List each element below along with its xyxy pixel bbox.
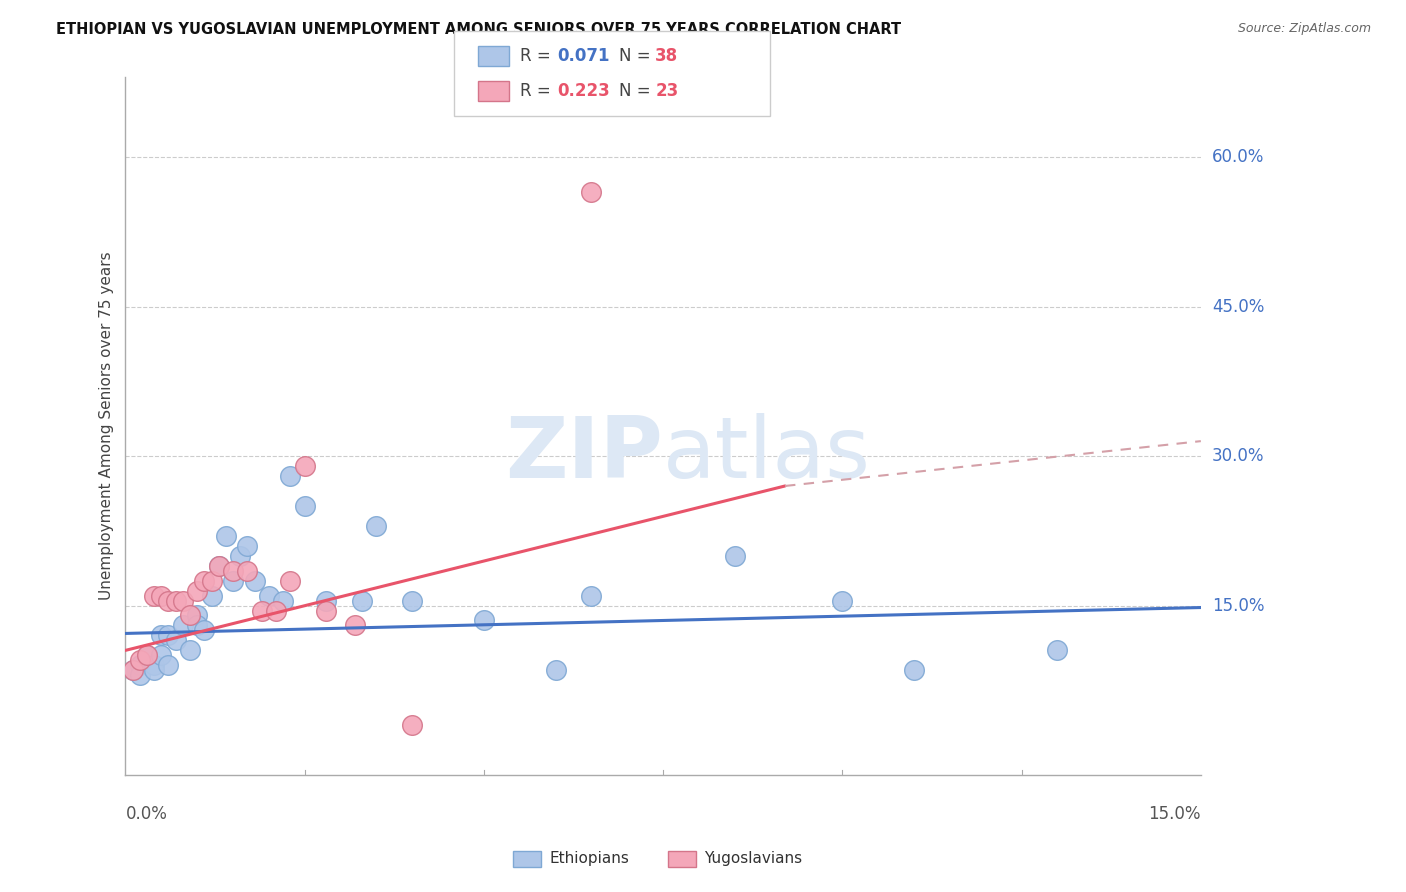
- Text: ZIP: ZIP: [505, 413, 664, 496]
- Text: atlas: atlas: [664, 413, 872, 496]
- Point: [150, 628, 173, 642]
- Point: [343, 618, 366, 632]
- Text: 60.0%: 60.0%: [1212, 148, 1264, 166]
- Point: [150, 589, 173, 603]
- Point: [222, 564, 245, 578]
- Point: [121, 663, 143, 677]
- Point: [222, 574, 245, 588]
- Point: [366, 518, 388, 533]
- Text: 45.0%: 45.0%: [1212, 298, 1264, 316]
- Point: [150, 648, 173, 663]
- Point: [143, 663, 166, 677]
- Point: [165, 593, 187, 607]
- Point: [121, 663, 143, 677]
- Text: Ethiopians: Ethiopians: [550, 852, 630, 866]
- Point: [208, 558, 231, 573]
- Y-axis label: Unemployment Among Seniors over 75 years: Unemployment Among Seniors over 75 years: [100, 252, 114, 600]
- Point: [280, 469, 302, 483]
- Point: [172, 593, 194, 607]
- Point: [157, 628, 180, 642]
- Text: Source: ZipAtlas.com: Source: ZipAtlas.com: [1237, 22, 1371, 36]
- Point: [193, 624, 215, 638]
- Point: [128, 668, 150, 682]
- Point: [315, 593, 337, 607]
- Point: [208, 558, 231, 573]
- Point: [200, 574, 222, 588]
- Point: [903, 663, 925, 677]
- Point: [186, 583, 208, 598]
- Text: 38: 38: [655, 47, 678, 65]
- Point: [352, 593, 374, 607]
- Point: [179, 608, 201, 623]
- Point: [401, 593, 423, 607]
- Point: [831, 593, 853, 607]
- Point: [172, 618, 194, 632]
- Text: N =: N =: [619, 82, 655, 100]
- Point: [724, 549, 747, 563]
- Point: [236, 539, 259, 553]
- Point: [271, 593, 294, 607]
- Point: [186, 618, 208, 632]
- Text: ETHIOPIAN VS YUGOSLAVIAN UNEMPLOYMENT AMONG SENIORS OVER 75 YEARS CORRELATION CH: ETHIOPIAN VS YUGOSLAVIAN UNEMPLOYMENT AM…: [56, 22, 901, 37]
- Text: 15.0%: 15.0%: [1212, 597, 1264, 615]
- Text: 0.0%: 0.0%: [125, 805, 167, 823]
- Point: [200, 589, 222, 603]
- Point: [165, 633, 187, 648]
- Point: [294, 499, 316, 513]
- Point: [581, 185, 603, 199]
- Text: Yugoslavians: Yugoslavians: [704, 852, 803, 866]
- Point: [264, 603, 287, 617]
- Point: [280, 574, 302, 588]
- Point: [243, 574, 266, 588]
- Text: N =: N =: [619, 47, 655, 65]
- Point: [401, 718, 423, 732]
- Point: [472, 614, 495, 628]
- Text: 23: 23: [655, 82, 679, 100]
- Point: [250, 603, 273, 617]
- Point: [157, 658, 180, 673]
- Point: [581, 589, 603, 603]
- Text: 15.0%: 15.0%: [1149, 805, 1201, 823]
- Text: 30.0%: 30.0%: [1212, 447, 1264, 465]
- Text: R =: R =: [520, 47, 557, 65]
- Point: [136, 648, 159, 663]
- Point: [236, 564, 259, 578]
- Point: [229, 549, 252, 563]
- Point: [315, 603, 337, 617]
- Point: [1046, 643, 1069, 657]
- Point: [186, 608, 208, 623]
- Point: [294, 458, 316, 473]
- Point: [179, 643, 201, 657]
- Point: [128, 658, 150, 673]
- Point: [143, 658, 166, 673]
- Point: [215, 529, 238, 543]
- Point: [157, 593, 180, 607]
- Text: 0.071: 0.071: [557, 47, 609, 65]
- Point: [136, 648, 159, 663]
- Point: [257, 589, 280, 603]
- Text: R =: R =: [520, 82, 557, 100]
- Text: 0.223: 0.223: [557, 82, 610, 100]
- Point: [193, 574, 215, 588]
- Point: [143, 589, 166, 603]
- Point: [544, 663, 567, 677]
- Point: [128, 653, 150, 667]
